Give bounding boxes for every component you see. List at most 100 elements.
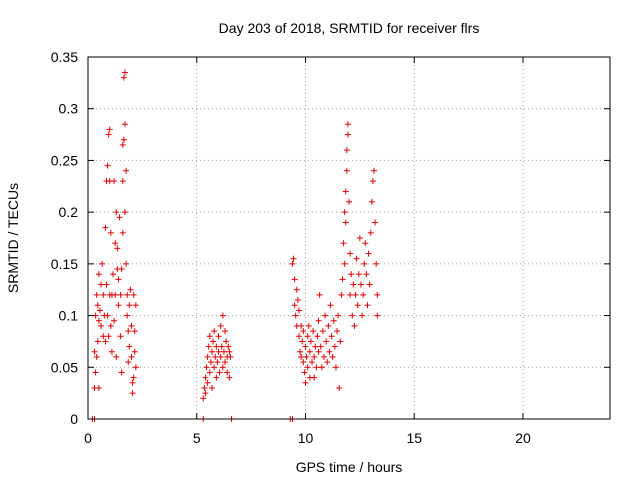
data-point — [132, 364, 139, 371]
x-tick-label: 5 — [193, 430, 201, 446]
data-point — [203, 364, 210, 371]
data-point — [305, 322, 312, 329]
data-point — [352, 291, 359, 298]
chart-title: Day 203 of 2018, SRMTID for receiver flr… — [219, 20, 480, 36]
data-point — [124, 312, 131, 319]
data-point — [217, 322, 224, 329]
data-point — [342, 219, 349, 226]
data-point — [132, 302, 139, 309]
data-point — [91, 348, 98, 355]
data-point — [317, 343, 324, 350]
data-point — [304, 333, 311, 340]
data-point — [374, 291, 381, 298]
data-point — [204, 379, 211, 386]
data-point — [353, 255, 360, 262]
data-point — [100, 291, 107, 298]
data-point — [102, 224, 109, 231]
data-point — [374, 312, 381, 319]
data-point — [202, 390, 209, 397]
data-point — [96, 307, 103, 314]
data-point — [298, 322, 305, 329]
data-point — [95, 384, 102, 391]
data-point — [361, 260, 368, 267]
data-point — [120, 136, 127, 143]
x-tick-label: 20 — [515, 430, 531, 446]
data-point — [125, 328, 132, 335]
data-point — [307, 338, 314, 345]
data-point — [365, 250, 372, 257]
data-point — [340, 240, 347, 247]
data-point — [347, 250, 354, 257]
data-point — [372, 219, 379, 226]
data-point — [104, 312, 111, 319]
data-point — [371, 167, 378, 174]
data-point — [105, 333, 112, 340]
y-tick-labels: 0 0.05 0.1 0.15 0.2 0.25 0.3 0.35 — [51, 49, 78, 427]
data-point — [328, 333, 335, 340]
data-point — [110, 271, 117, 278]
data-point — [334, 328, 341, 335]
data-point — [344, 131, 351, 138]
x-tick-label: 10 — [298, 430, 314, 446]
data-point — [363, 271, 370, 278]
data-point — [129, 390, 136, 397]
data-point — [315, 348, 322, 355]
data-point — [201, 384, 208, 391]
data-point — [99, 260, 106, 267]
data-point — [350, 281, 357, 288]
data-point — [322, 312, 329, 319]
data-point — [291, 302, 298, 309]
data-point — [312, 343, 319, 350]
data-point — [289, 260, 296, 267]
data-point — [332, 364, 339, 371]
data-point — [217, 353, 224, 360]
data-point — [130, 374, 137, 381]
data-point — [104, 162, 111, 169]
data-point — [323, 338, 330, 345]
data-point — [120, 74, 127, 81]
data-point — [326, 348, 333, 355]
data-point — [94, 302, 101, 309]
data-point — [119, 141, 126, 148]
data-point — [128, 322, 135, 329]
data-point — [315, 317, 322, 324]
data-point — [106, 126, 113, 133]
data-point — [114, 245, 121, 252]
data-point — [225, 343, 232, 350]
data-point — [290, 255, 297, 262]
data-point — [116, 214, 123, 221]
data-point — [227, 353, 234, 360]
data-point — [224, 369, 231, 376]
data-point — [357, 281, 364, 288]
data-point — [124, 291, 131, 298]
data-point — [210, 338, 217, 345]
data-point — [313, 364, 320, 371]
data-point — [93, 353, 100, 360]
data-point — [107, 229, 114, 236]
data-points — [89, 69, 381, 422]
data-point — [354, 302, 361, 309]
data-point — [95, 271, 102, 278]
data-point — [295, 333, 302, 340]
data-point — [204, 353, 211, 360]
data-point — [302, 343, 309, 350]
data-point — [115, 276, 122, 283]
y-axis-title: SRMTID / TECUs — [5, 183, 21, 293]
data-point — [121, 209, 128, 216]
data-point — [292, 312, 299, 319]
data-point — [113, 209, 120, 216]
data-point — [200, 395, 207, 402]
data-point — [222, 359, 229, 366]
data-point — [93, 291, 100, 298]
data-point — [117, 333, 124, 340]
x-axis-title: GPS time / hours — [296, 459, 403, 475]
data-point — [206, 369, 213, 376]
data-point — [293, 286, 300, 293]
data-point — [327, 302, 334, 309]
data-point — [341, 260, 348, 267]
data-point — [108, 348, 115, 355]
data-point — [304, 364, 311, 371]
data-point — [219, 364, 226, 371]
data-point — [102, 338, 109, 345]
data-point — [202, 374, 209, 381]
